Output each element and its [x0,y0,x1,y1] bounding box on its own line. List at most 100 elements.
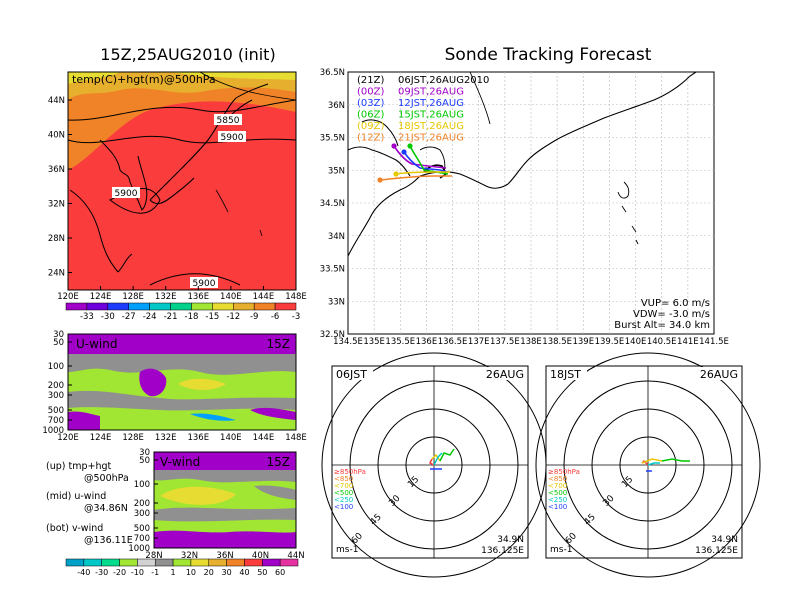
lon-tick-label: 141.5E [699,337,729,347]
lon-tick-label: 124E [90,292,112,302]
lat-tick-label: 28N [48,234,65,244]
hodo-trace [641,458,663,464]
colorbar-label: -3 [292,312,300,322]
hodo-level-label: <700 [548,482,567,490]
colorbar-label: -30 [95,568,108,577]
track-line [409,145,449,175]
launch-code: (21Z) [357,75,384,86]
hodo-trace [661,458,690,462]
note-mid-line2: @34.86N [84,503,128,514]
lat-tick-label: 33.5N [320,265,345,275]
pressure-tick-label: 700 [134,534,150,544]
contour-label-5850: 5850 [217,116,240,126]
vwind-label: V-wind [160,455,200,469]
launch-legend: (21Z) 06JST,26AUG2010 (00Z) 09JST,26AUG (03Z… [357,75,489,144]
note-bot-line1: (bot) v-wind [46,523,103,534]
map500-axes: 44N 40N 36N 32N 28N 24N 120E 124E 128E 132E 136E 14… [48,96,307,302]
hodo-unit: ms-1 [550,545,572,555]
hodo-level-label: <500 [334,489,353,497]
colorbar-swatch [191,302,213,311]
lon-tick-label: 136E [187,292,209,302]
pressure-tick-label: 100 [48,362,64,372]
colorbar-swatch [101,558,120,567]
pressure-tick-label: 200 [134,499,150,509]
range-ring [535,352,761,578]
colorbar-swatch [137,558,156,567]
launch-code: (09Z) [357,121,384,132]
lon-tick-label: 137.5E [490,337,520,347]
hodo-level-label: <100 [548,503,567,511]
pressure-tick-label: 100 [134,480,150,490]
hodo-level-label: <850 [334,475,353,483]
lon-tick-label: 144E [253,292,275,302]
colorbar-swatch [149,302,171,311]
colorbar-label: 20 [204,568,214,577]
pressure-tick-label: 300 [48,391,64,401]
hodo-level-label: ≥850hPa [548,468,580,476]
hodo-trace [433,452,443,466]
lon-tick-label: 135E [363,337,385,347]
hodo-trace [431,453,441,462]
hodo-lat: 34.9N [497,535,524,545]
lon-tick-label: 144E [253,433,275,443]
colorbar-label: 10 [186,568,196,577]
colorbar-label: -12 [226,312,240,322]
lon-tick-label: 136.5E [438,337,468,347]
pressure-tick-label: 1000 [128,544,150,554]
lon-tick-label: 132E [155,433,177,443]
pressure-tick-label: 30 [139,448,150,458]
colorbar-label: -9 [250,312,258,322]
burst-point [407,143,413,149]
colorbar-label: -18 [185,312,199,322]
launch-time: 18JST,26AUG [398,121,464,132]
colorbar-label: -24 [143,312,157,322]
lat-tick-label: 40N [252,551,269,561]
colorbar-label: -15 [205,312,219,322]
colorbar-swatch [107,302,129,311]
pressure-tick-label: 50 [53,338,64,348]
lat-tick-label: 44N [48,96,65,106]
info-vup: VUP= 6.0 m/s [641,298,710,309]
map-500hpa: 5850 5900 5900 5900 temp(C)+hgt(m)@500hP… [48,71,307,302]
lon-tick-label: 140.5E [647,337,677,347]
note-mid-line1: (mid) u-wind [46,491,106,502]
right-title: Sonde Tracking Forecast [445,45,652,65]
colorbar-label: 40 [239,568,249,577]
lon-tick-label: 139E [572,337,594,347]
balloon-tracks [377,143,452,183]
hodo-level-label: <500 [548,489,567,497]
colorbar-swatch [226,558,245,567]
colorbar-label: -6 [271,312,279,322]
vwind-time: 15Z [267,455,291,469]
hodo-trace [439,448,455,462]
lat-tick-label: 28N [145,551,162,561]
lon-tick-label: 136E [187,433,209,443]
colorbar-swatch [128,302,150,311]
pressure-tick-label: 50 [139,456,150,466]
lon-tick-label: 134.5E [333,337,363,347]
lon-tick-label: 136E [416,337,438,347]
hodo-level-label: <250 [548,496,567,504]
colorbar-label: 30 [222,568,232,577]
lon-tick-label: 135.5E [385,337,415,347]
lat-tick-label: 44N [287,551,304,561]
colorbar-swatch [86,302,109,311]
hodo-lat: 34.9N [711,535,738,545]
hodo-level-label: <100 [334,503,353,511]
colorbar-swatch [170,302,192,311]
hodo-level-label: <700 [334,482,353,490]
hodo-time: 18JST [550,368,581,381]
lon-tick-label: 140E [220,292,242,302]
colorbar-swatch [208,558,227,567]
launch-code: (00Z) [357,87,384,98]
contour-label-5900-c: 5900 [193,279,216,289]
hodo-lon: 136.125E [481,546,524,556]
map500-label: temp(C)+hgt(m)@500hPa [72,73,216,86]
colorbar-swatch [233,302,255,311]
colorbar-label: -33 [80,312,94,322]
launch-code: (06Z) [357,110,384,121]
pressure-tick-label: 500 [48,406,64,416]
pressure-tick-label: 500 [134,524,150,534]
lon-tick-label: 128E [122,433,144,443]
